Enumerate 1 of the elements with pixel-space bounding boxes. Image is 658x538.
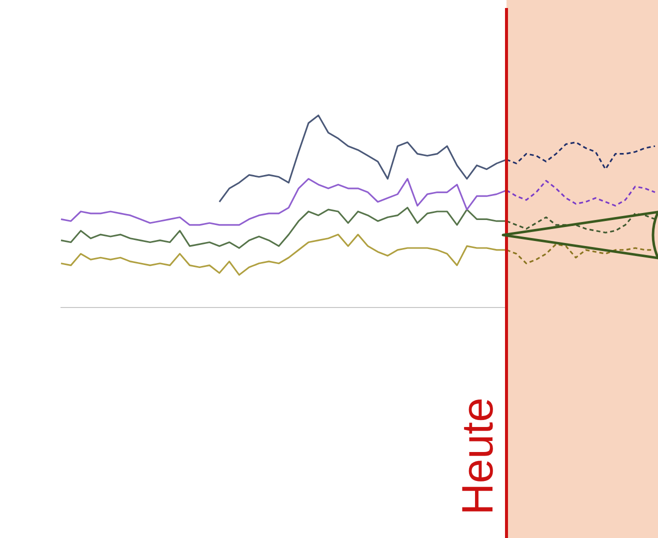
text: Heute	[454, 398, 503, 515]
